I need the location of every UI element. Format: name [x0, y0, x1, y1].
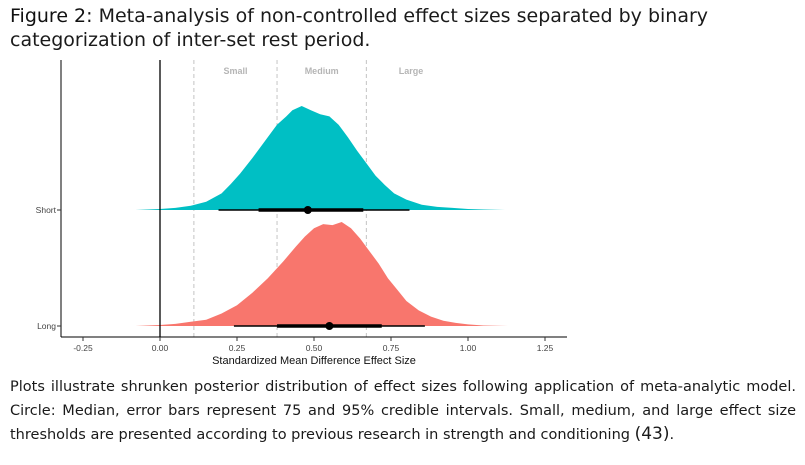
threshold-label-medium: Medium	[305, 66, 339, 76]
figure-caption: Plots illustrate shrunken posterior dist…	[10, 376, 796, 448]
x-tick-label: 0.25	[229, 343, 246, 353]
x-tick-label: 1.25	[537, 343, 554, 353]
figure-title-text: Meta-analysis of non-controlled effect s…	[10, 5, 709, 51]
x-tick-label: 0.00	[152, 343, 169, 353]
effect-size-density-chart: Small Medium Large -0.25 0.00 0.25 0.50 0.75 1.0…	[36, 60, 567, 367]
median-point-long	[325, 322, 334, 330]
figure-title: Figure 2: Meta-analysis of non-controlle…	[10, 4, 800, 52]
median-point-short	[303, 206, 312, 214]
caption-text: Plots illustrate shrunken posterior dist…	[10, 379, 796, 443]
y-tick-label-long: Long	[37, 321, 56, 331]
caption-end: .	[669, 427, 675, 443]
x-tick-label: 0.50	[306, 343, 323, 353]
x-axis-title: Standardized Mean Difference Effect Size	[212, 355, 416, 367]
density-long	[135, 222, 509, 326]
x-tick-label: 0.75	[383, 343, 400, 353]
caption-reference: (43)	[634, 424, 670, 444]
figure-label: Figure 2:	[10, 5, 93, 27]
y-tick-label-short: Short	[36, 205, 57, 215]
density-short	[135, 106, 506, 210]
threshold-label-small: Small	[223, 66, 247, 76]
x-tick-label: -0.25	[73, 343, 93, 353]
threshold-label-large: Large	[399, 66, 424, 76]
x-tick-label: 1.00	[460, 343, 477, 353]
